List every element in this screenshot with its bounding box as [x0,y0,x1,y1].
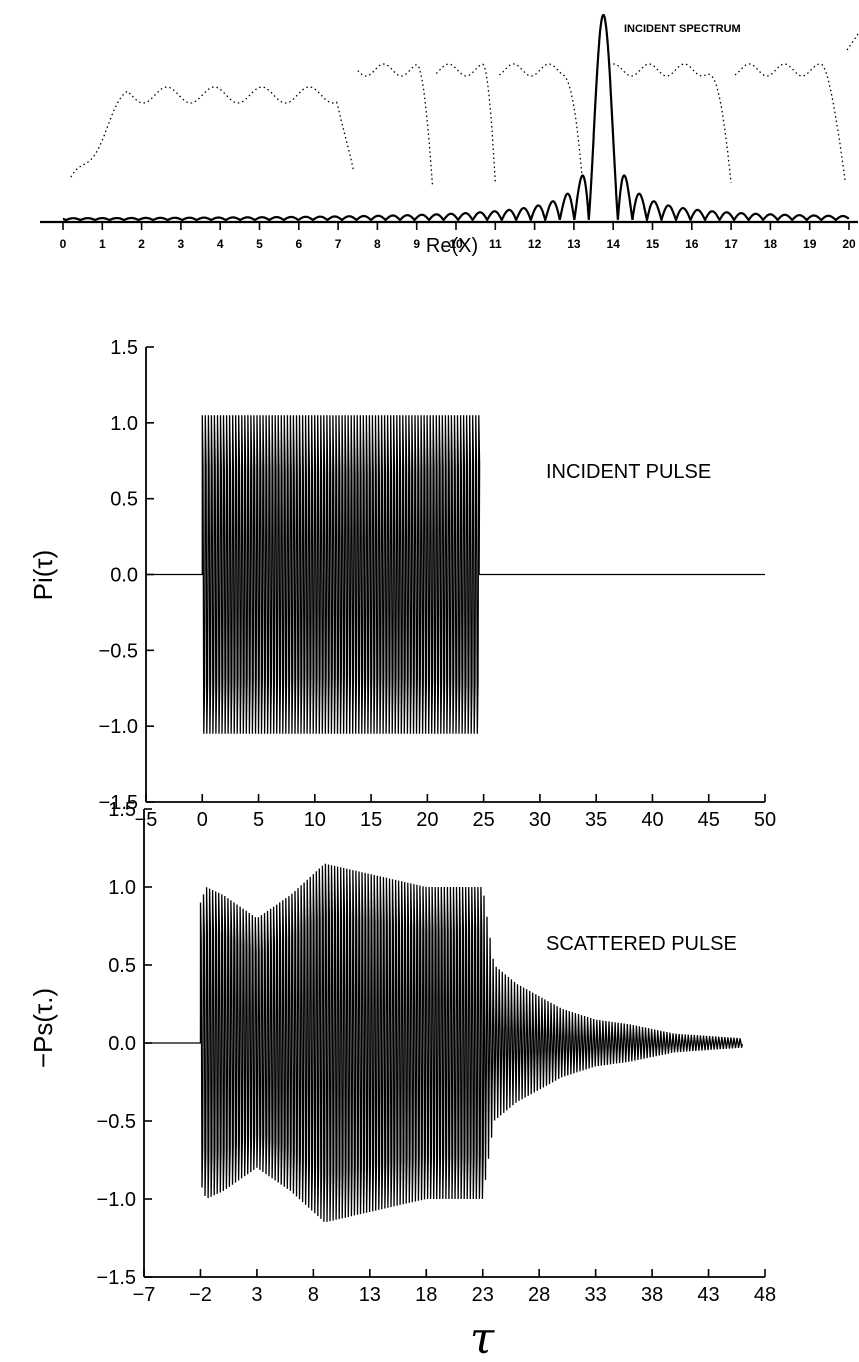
incident-y-tick-label: −0.5 [99,640,138,662]
spectrum-x-tick-label: 14 [607,237,621,251]
spectrum-x-tick-label: 20 [842,237,856,251]
scattered-x-tick-label: 13 [359,1284,381,1306]
spectrum-x-tick-label: 9 [413,237,420,251]
incident-x-tick-label: 25 [473,809,495,831]
scattered-x-axis-label: τ [470,1313,495,1362]
scattered-x-tick-label: 3 [251,1284,262,1306]
incident-y-axis-label: Pi(τ) [28,550,58,601]
scattered-x-tick-label: 48 [754,1284,776,1306]
scattered-y-tick-label: 0.5 [108,955,136,977]
incident-x-tick-label: 50 [754,809,776,831]
incident-x-tick-label: −5 [135,809,158,831]
spectrum-x-tick-label: 1 [99,237,106,251]
incident-spectrum-dotted-curve [435,63,496,183]
scattered-x-tick-label: 43 [697,1284,719,1306]
incident-x-tick-label: 45 [698,809,720,831]
scattered-y-tick-label: 0.0 [108,1033,136,1055]
incident-y-tick-label: −1.0 [99,716,138,738]
scattered-x-tick-label: 28 [528,1284,550,1306]
incident-pulse-line [146,415,765,734]
scattered-pulse-line [144,863,743,1222]
incident-annotation: INCIDENT PULSE [546,461,711,483]
incident-y-tick-label: 1.0 [110,413,138,435]
incident-y-tick-label: 0.5 [110,489,138,511]
incident-x-tick-label: 0 [197,809,208,831]
scattered-x-tick-label: −2 [189,1284,212,1306]
scattered-y-tick-label: −1.0 [97,1189,136,1211]
incident-x-tick-label: 40 [641,809,663,831]
spectrum-x-tick-label: 7 [335,237,342,251]
scattered-x-tick-label: −7 [133,1284,156,1306]
incident-spectrum-dotted-curve [357,63,434,185]
incident-x-tick-label: 10 [304,809,326,831]
scattered-y-tick-label: −0.5 [97,1111,136,1133]
incident-x-tick-label: 15 [360,809,382,831]
spectrum-x-tick-label: 18 [764,237,778,251]
scattered-y-axis-label: −Ps(τ.) [28,988,58,1068]
spectrum-x-tick-label: 17 [724,237,738,251]
incident-y-tick-label: 1.5 [110,337,138,359]
spectrum-x-tick-label: 4 [217,237,224,251]
incident-pulse-chart: −5 0 5 10 15 20 25 30 35 40 45 50 1.5 1.0 0.5 0.0 −0.5 −1… [28,337,776,831]
spectrum-response-curve [62,13,850,224]
incident-spectrum-dotted-curve [846,31,859,51]
spectrum-x-tick-label: 0 [60,237,67,251]
spectrum-x-tick-label: 15 [646,237,660,251]
incident-x-tick-label: 5 [253,809,264,831]
scattered-x-tick-label: 23 [472,1284,494,1306]
scattered-y-tick-label: 1.0 [108,877,136,899]
incident-x-tick-label: 30 [529,809,551,831]
spectrum-x-tick-label: 2 [138,237,145,251]
spectrum-annotation: INCIDENT SPECTRUM [624,23,741,35]
spectrum-x-tick-label: 8 [374,237,381,251]
scattered-y-tick-label: 1.5 [108,799,136,821]
scattered-x-tick-label: 38 [641,1284,663,1306]
spectrum-x-tick-label: 3 [178,237,185,251]
scattered-x-tick-label: 33 [585,1284,607,1306]
incident-spectrum-dotted-curve [613,63,732,183]
spectrum-x-tick-label: 13 [567,237,581,251]
incident-y-tick-label: 0.0 [110,565,138,587]
spectrum-x-tick-label: 12 [528,237,542,251]
incident-spectrum-dotted-curve [498,63,583,175]
spectrum-x-tick-label: 5 [256,237,263,251]
scattered-x-tick-label: 18 [415,1284,437,1306]
spectrum-x-tick-label: 6 [295,237,302,251]
spectrum-x-tick-label: 11 [489,237,502,251]
incident-y-tick-label: −1.5 [99,792,138,814]
incident-x-tick-label: 35 [585,809,607,831]
scattered-pulse-chart: −7 −2 3 8 13 18 23 28 33 38 43 481.51.00.50.0−0.5−1… [28,799,776,1362]
incident-spectrum-dotted-curve [70,86,355,178]
incident-spectrum-chart: 0 1 2 3 4 5 6 7 8 9 10 11 12 13 14 15 16 17 18 19 20 Re(X) I… [40,13,859,257]
scattered-y-tick-label: −1.5 [97,1267,136,1289]
scattered-x-tick-label: 8 [308,1284,319,1306]
incident-x-tick-label: 20 [416,809,438,831]
spectrum-x-tick-label: 16 [685,237,699,251]
scattered-annotation: SCATTERED PULSE [546,933,737,955]
spectrum-x-tick-label: 10 [449,237,463,251]
spectrum-x-axis-label: Re(X) [426,235,478,257]
spectrum-x-tick-label: 19 [803,237,817,251]
incident-spectrum-dotted-curve [734,63,846,182]
